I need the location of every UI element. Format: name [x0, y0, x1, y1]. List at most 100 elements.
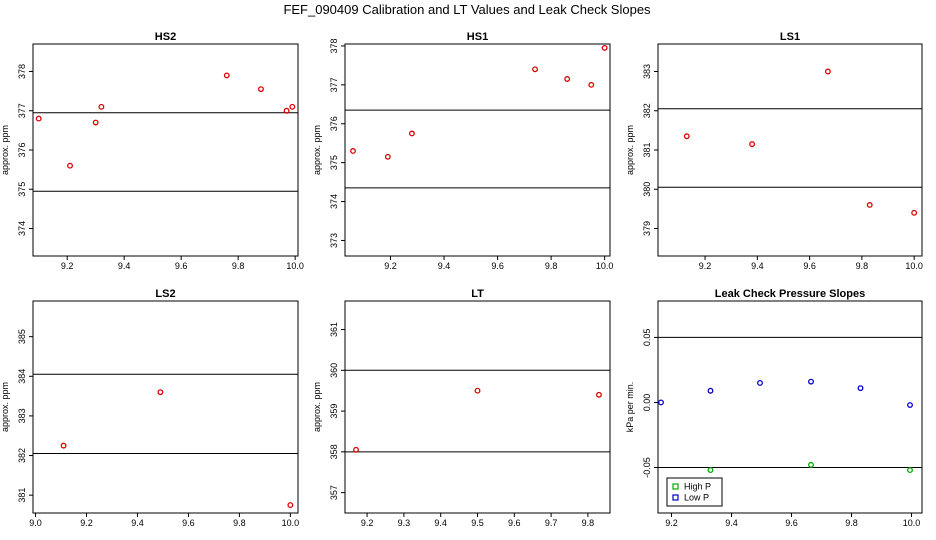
data-point — [808, 461, 814, 468]
data-point — [67, 162, 73, 169]
data-point — [808, 378, 814, 385]
x-tick-label: 9.8 — [233, 518, 246, 528]
x-tick-label: 9.2 — [80, 518, 93, 528]
y-tick-label: 0.00 — [642, 394, 652, 412]
data-point — [408, 130, 415, 137]
data-point — [60, 442, 67, 449]
data-point — [92, 119, 99, 126]
x-tick-label: 9.2 — [361, 518, 374, 528]
plot-frame — [344, 43, 611, 257]
data-point — [824, 68, 831, 75]
data-point — [350, 148, 356, 154]
x-tick-label: 9.6 — [785, 518, 798, 528]
plot-frame — [32, 43, 299, 257]
data-point — [707, 467, 714, 474]
x-tick-label: 9.6 — [491, 261, 504, 271]
x-tick-label: 9.2 — [61, 261, 74, 271]
data-point — [35, 115, 42, 122]
plot-frame — [657, 43, 923, 257]
x-tick-label: 10.0 — [282, 518, 300, 528]
y-tick-label: 383 — [642, 64, 652, 79]
y-tick-label: 377 — [329, 77, 339, 92]
panels-container: HS2 approx. ppm 9.2 9.4 9.6 9.8 10.0 374 375 376 3… — [0, 31, 923, 528]
x-tick-label: 9.6 — [182, 518, 195, 528]
y-axis-label: approx. ppm — [625, 125, 635, 175]
y-tick-label: 380 — [642, 182, 652, 197]
panel-title: LS2 — [155, 288, 175, 300]
legend-label: Low P — [684, 493, 709, 503]
panel-1: HS1 approx. ppm 9.2 9.4 9.6 9.8 10.0 373 374 375 3… — [312, 31, 613, 271]
data-point — [907, 402, 913, 408]
data-point — [857, 385, 864, 392]
y-tick-label: 383 — [17, 408, 27, 423]
x-tick-label: 9.8 — [232, 261, 245, 271]
y-axis-label: approx. ppm — [312, 125, 322, 175]
y-axis-label: approx. ppm — [0, 125, 10, 175]
x-tick-label: 9.6 — [175, 261, 188, 271]
data-point — [596, 391, 602, 398]
y-axis-label: kPa per min. — [625, 382, 635, 433]
panel-2: LS1 approx. ppm 9.2 9.4 9.6 9.8 10.0 379 380 381 3… — [625, 31, 923, 271]
x-tick-label: 9.2 — [384, 261, 397, 271]
y-tick-label: 360 — [329, 363, 339, 378]
y-tick-label: 381 — [17, 488, 27, 503]
panel-title: Leak Check Pressure Slopes — [715, 288, 865, 300]
x-tick-label: 10.0 — [596, 261, 614, 271]
data-point — [707, 387, 714, 394]
data-point — [911, 209, 918, 216]
data-point — [98, 103, 105, 110]
x-tick-label: 10.0 — [903, 518, 921, 528]
data-point — [601, 44, 608, 51]
data-point — [749, 141, 756, 148]
legend-marker — [672, 494, 679, 501]
data-point — [564, 76, 571, 82]
y-tick-label: 375 — [329, 155, 339, 170]
y-tick-label: 358 — [329, 444, 339, 459]
x-tick-label: 9.4 — [131, 518, 144, 528]
x-tick-label: 9.4 — [751, 261, 764, 271]
x-tick-label: 9.8 — [856, 261, 869, 271]
data-point — [907, 467, 913, 474]
y-tick-label: 373 — [329, 233, 339, 248]
figure-title: FEF_090409 Calibration and LT Values and… — [283, 2, 651, 17]
x-tick-label: 9.6 — [508, 518, 521, 528]
data-point — [289, 103, 296, 110]
y-tick-label: -0.05 — [642, 457, 652, 478]
panel-3: LS2 approx. ppm 9.0 9.2 9.4 9.6 9.8 10.0 381 382 3… — [0, 288, 299, 528]
y-tick-label: 379 — [642, 221, 652, 236]
y-tick-label: 377 — [17, 103, 27, 118]
x-tick-label: 9.8 — [845, 518, 858, 528]
data-point — [223, 72, 230, 79]
data-point — [353, 446, 359, 453]
y-tick-label: 374 — [329, 194, 339, 209]
panel-title: LS1 — [780, 31, 800, 43]
x-tick-label: 10.0 — [905, 261, 923, 271]
data-point — [283, 107, 290, 114]
x-tick-label: 9.6 — [803, 261, 816, 271]
x-tick-label: 9.4 — [434, 518, 447, 528]
data-point — [683, 133, 690, 140]
data-point — [757, 379, 763, 386]
panel-title: HS2 — [155, 31, 176, 43]
data-point — [384, 153, 391, 160]
data-point — [866, 202, 873, 208]
y-tick-label: 384 — [17, 369, 27, 384]
panel-4: LT approx. ppm 9.2 9.3 9.4 9.5 9.6 9.7 9.8 357 358… — [312, 288, 611, 528]
data-point — [157, 389, 164, 396]
y-tick-label: 357 — [329, 485, 339, 500]
y-tick-label: 376 — [17, 142, 27, 157]
x-tick-label: 9.5 — [471, 518, 484, 528]
x-tick-label: 9.4 — [725, 518, 738, 528]
x-tick-label: 9.2 — [699, 261, 712, 271]
data-point — [287, 502, 294, 509]
x-tick-label: 10.0 — [286, 261, 304, 271]
data-point — [474, 387, 481, 394]
panel-title: LT — [471, 288, 484, 300]
x-tick-label: 9.2 — [665, 518, 678, 528]
legend-box — [666, 477, 723, 507]
x-tick-label: 9.0 — [29, 518, 42, 528]
panel-0: HS2 approx. ppm 9.2 9.4 9.6 9.8 10.0 374 375 376 3… — [0, 31, 304, 271]
data-point — [658, 399, 664, 406]
